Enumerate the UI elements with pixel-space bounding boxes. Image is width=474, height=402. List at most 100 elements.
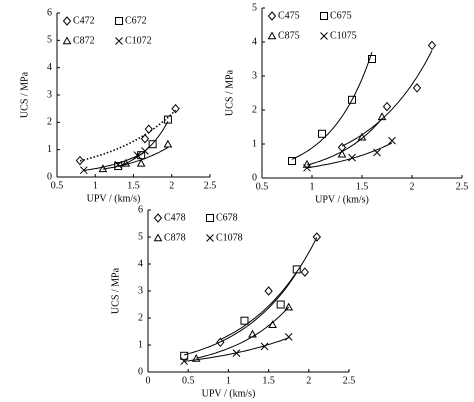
marker-diamond <box>300 267 309 277</box>
marker-triangle <box>191 353 201 362</box>
marker-square <box>114 162 123 171</box>
y-tick-label: 2 <box>252 104 257 115</box>
x-tick-label: 1 <box>226 375 231 386</box>
marker-diamond <box>140 133 150 144</box>
marker-triangle <box>121 158 131 167</box>
y-tick-label: 1 <box>138 339 143 350</box>
x-tick-label: 0.5 <box>182 375 195 386</box>
trend-line <box>79 109 177 162</box>
x-tick-label: 1 <box>93 180 98 191</box>
y-tick-label: 2 <box>47 117 52 128</box>
marker-triangle <box>284 302 294 311</box>
marker-square <box>276 300 285 309</box>
x-tick-label: 0.5 <box>51 180 64 191</box>
marker-triangle <box>163 139 173 148</box>
marker-diamond <box>312 232 322 242</box>
y-tick-label: 1 <box>252 138 257 149</box>
marker-x <box>373 148 381 157</box>
marker-square <box>180 351 189 360</box>
marker-x <box>206 234 214 242</box>
y-tick-label: 4 <box>138 258 143 269</box>
legend-label: C1072 <box>125 35 152 46</box>
x-tick-label: 2.5 <box>456 181 469 192</box>
marker-x <box>115 37 123 45</box>
marker-triangle <box>62 36 72 45</box>
x-tick-label: 2 <box>169 180 174 191</box>
marker-square <box>320 12 328 20</box>
trend-line <box>341 50 433 147</box>
legend-label: C678 <box>216 212 238 223</box>
legend-label: C475 <box>278 10 300 21</box>
legend-label: C878 <box>164 232 186 243</box>
chart-panel: 0 1 2 3 4 5 6 0.5 1 1.5 2 2.5 UPV / (km/s) UCS / MPa C… <box>19 7 216 204</box>
y-tick-label: 5 <box>47 35 52 46</box>
x-tick-label: 1.5 <box>262 375 275 386</box>
x-tick-label: 1.5 <box>127 180 140 191</box>
y-tick-label: 5 <box>138 231 143 242</box>
marker-diamond <box>75 155 85 166</box>
trend-line <box>291 51 373 160</box>
marker-triangle <box>267 31 277 40</box>
chart-panel: 0 1 2 3 4 5 6 0 0.5 1 1.5 2 2.5 UPV / (km/s) UCS / MPa… <box>110 204 355 399</box>
x-tick-label: 1 <box>310 181 315 192</box>
marker-triangle <box>98 164 108 173</box>
y-tick-label: 6 <box>47 7 52 18</box>
y-tick-label: 3 <box>252 70 257 81</box>
x-axis-title: UPV / (km/s) <box>202 388 256 399</box>
marker-square <box>348 95 356 104</box>
marker-triangle <box>377 112 387 121</box>
marker-diamond <box>412 83 422 93</box>
marker-square <box>163 115 172 124</box>
y-axis-title: UCS / MPa <box>19 71 30 118</box>
trend-line <box>102 146 169 170</box>
y-tick-label: 3 <box>47 89 52 100</box>
marker-diamond <box>62 16 72 26</box>
legend-label: C1078 <box>216 232 243 243</box>
y-axis-title: UCS / MPa <box>110 267 121 314</box>
trend-line <box>184 272 298 356</box>
marker-square <box>148 140 157 149</box>
marker-diamond <box>427 40 437 51</box>
legend-label: C672 <box>125 15 147 26</box>
trend-line <box>196 306 290 359</box>
legend-label: C478 <box>164 212 186 223</box>
marker-x <box>180 357 189 366</box>
marker-x <box>348 153 356 162</box>
trend-line <box>306 142 393 169</box>
marker-diamond <box>144 124 153 134</box>
x-axis-title: UPV / (km/s) <box>315 194 369 205</box>
legend-label: C1075 <box>330 30 357 41</box>
marker-square <box>368 55 376 63</box>
y-tick-label: 0 <box>252 172 257 183</box>
marker-x <box>303 163 311 172</box>
y-tick-label: 5 <box>252 2 257 13</box>
legend-label: C675 <box>330 10 352 21</box>
marker-triangle <box>153 233 163 242</box>
y-tick-label: 6 <box>138 204 143 215</box>
marker-triangle <box>268 320 277 329</box>
marker-triangle <box>357 132 367 141</box>
y-axis-title: UCS / MPa <box>224 69 235 116</box>
marker-square <box>206 214 214 222</box>
x-tick-label: 2 <box>306 375 311 386</box>
marker-x <box>232 349 241 357</box>
y-tick-label: 0 <box>47 171 52 182</box>
x-tick-label: 2.5 <box>204 180 217 191</box>
legend-label: C472 <box>73 15 95 26</box>
x-tick-label: 2 <box>410 181 415 192</box>
marker-x <box>284 333 293 341</box>
chart-panel: 0 1 2 3 4 5 0.5 1 1.5 2 2.5 UPV / (km/s) UCS / MPa C4… <box>224 2 468 205</box>
marker-x <box>133 151 142 159</box>
marker-x <box>320 32 328 40</box>
y-tick-label: 4 <box>47 62 52 73</box>
trend-line <box>306 118 383 166</box>
marker-square <box>240 316 249 325</box>
marker-square <box>318 129 326 138</box>
marker-diamond <box>264 286 273 296</box>
marker-x <box>141 147 149 155</box>
trend-line <box>220 237 318 341</box>
y-tick-label: 3 <box>138 285 143 296</box>
marker-diamond <box>153 213 163 223</box>
marker-x <box>260 342 269 351</box>
